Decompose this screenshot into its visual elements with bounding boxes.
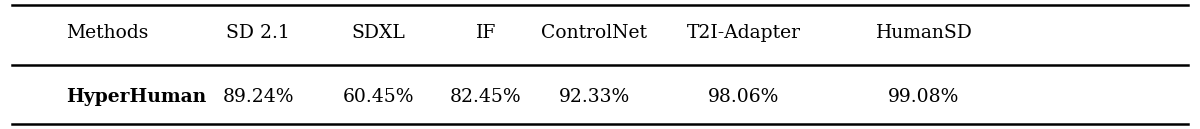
Text: IF: IF (476, 24, 496, 42)
Text: T2I-Adapter: T2I-Adapter (686, 24, 802, 42)
Text: 92.33%: 92.33% (558, 88, 630, 106)
Text: 98.06%: 98.06% (708, 88, 780, 106)
Text: 89.24%: 89.24% (222, 88, 294, 106)
Text: ControlNet: ControlNet (541, 24, 647, 42)
Text: SDXL: SDXL (352, 24, 404, 42)
Text: 60.45%: 60.45% (342, 88, 414, 106)
Text: SD 2.1: SD 2.1 (226, 24, 290, 42)
Text: HyperHuman: HyperHuman (66, 88, 206, 106)
Text: Methods: Methods (66, 24, 149, 42)
Text: 99.08%: 99.08% (888, 88, 960, 106)
Text: HumanSD: HumanSD (876, 24, 972, 42)
Text: 82.45%: 82.45% (450, 88, 522, 106)
